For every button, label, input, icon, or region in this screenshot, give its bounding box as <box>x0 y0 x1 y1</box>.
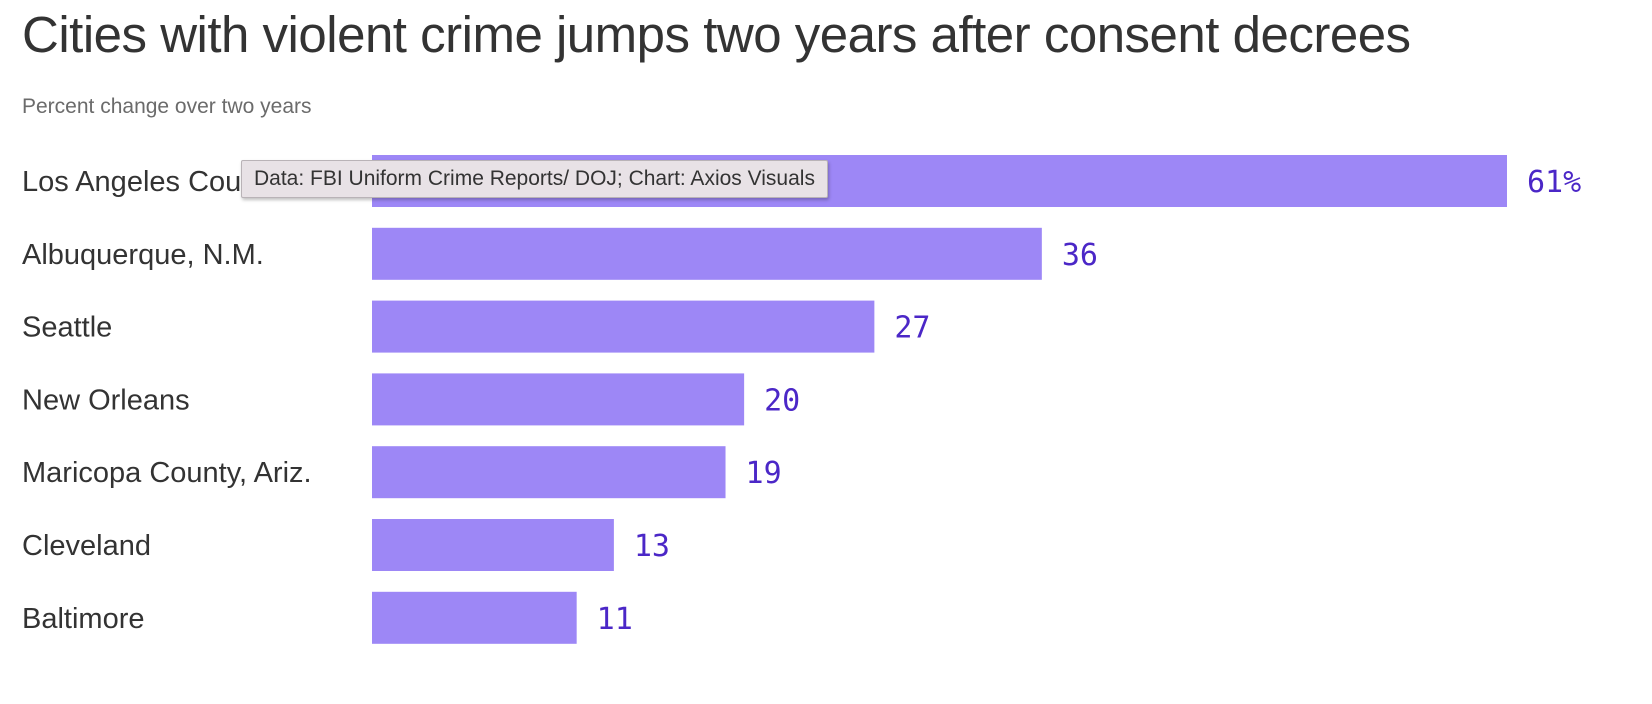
category-label: Baltimore <box>22 603 145 635</box>
category-label: Los Angeles County <box>22 166 280 198</box>
value-label: 11 <box>597 602 633 637</box>
value-label: 20 <box>764 383 800 418</box>
chart-title: Cities with violent crime jumps two year… <box>22 6 1411 63</box>
category-label: Maricopa County, Ariz. <box>22 457 312 489</box>
category-label: Albuquerque, N.M. <box>22 239 264 271</box>
value-label: 13 <box>634 529 670 564</box>
category-label: Seattle <box>22 312 112 344</box>
value-label: 61% <box>1527 165 1581 200</box>
bar <box>372 227 1042 280</box>
source-tooltip: Data: FBI Uniform Crime Reports/ DOJ; Ch… <box>241 160 828 198</box>
value-label: 19 <box>746 456 782 491</box>
bar <box>372 373 745 426</box>
bar <box>372 446 726 499</box>
chart-subtitle: Percent change over two years <box>22 95 312 118</box>
value-label: 27 <box>894 311 930 346</box>
bar <box>372 300 875 353</box>
bar <box>372 591 577 644</box>
value-label: 36 <box>1062 238 1098 273</box>
category-label: Cleveland <box>22 530 151 562</box>
bar <box>372 519 614 571</box>
category-label: New Orleans <box>22 384 190 416</box>
